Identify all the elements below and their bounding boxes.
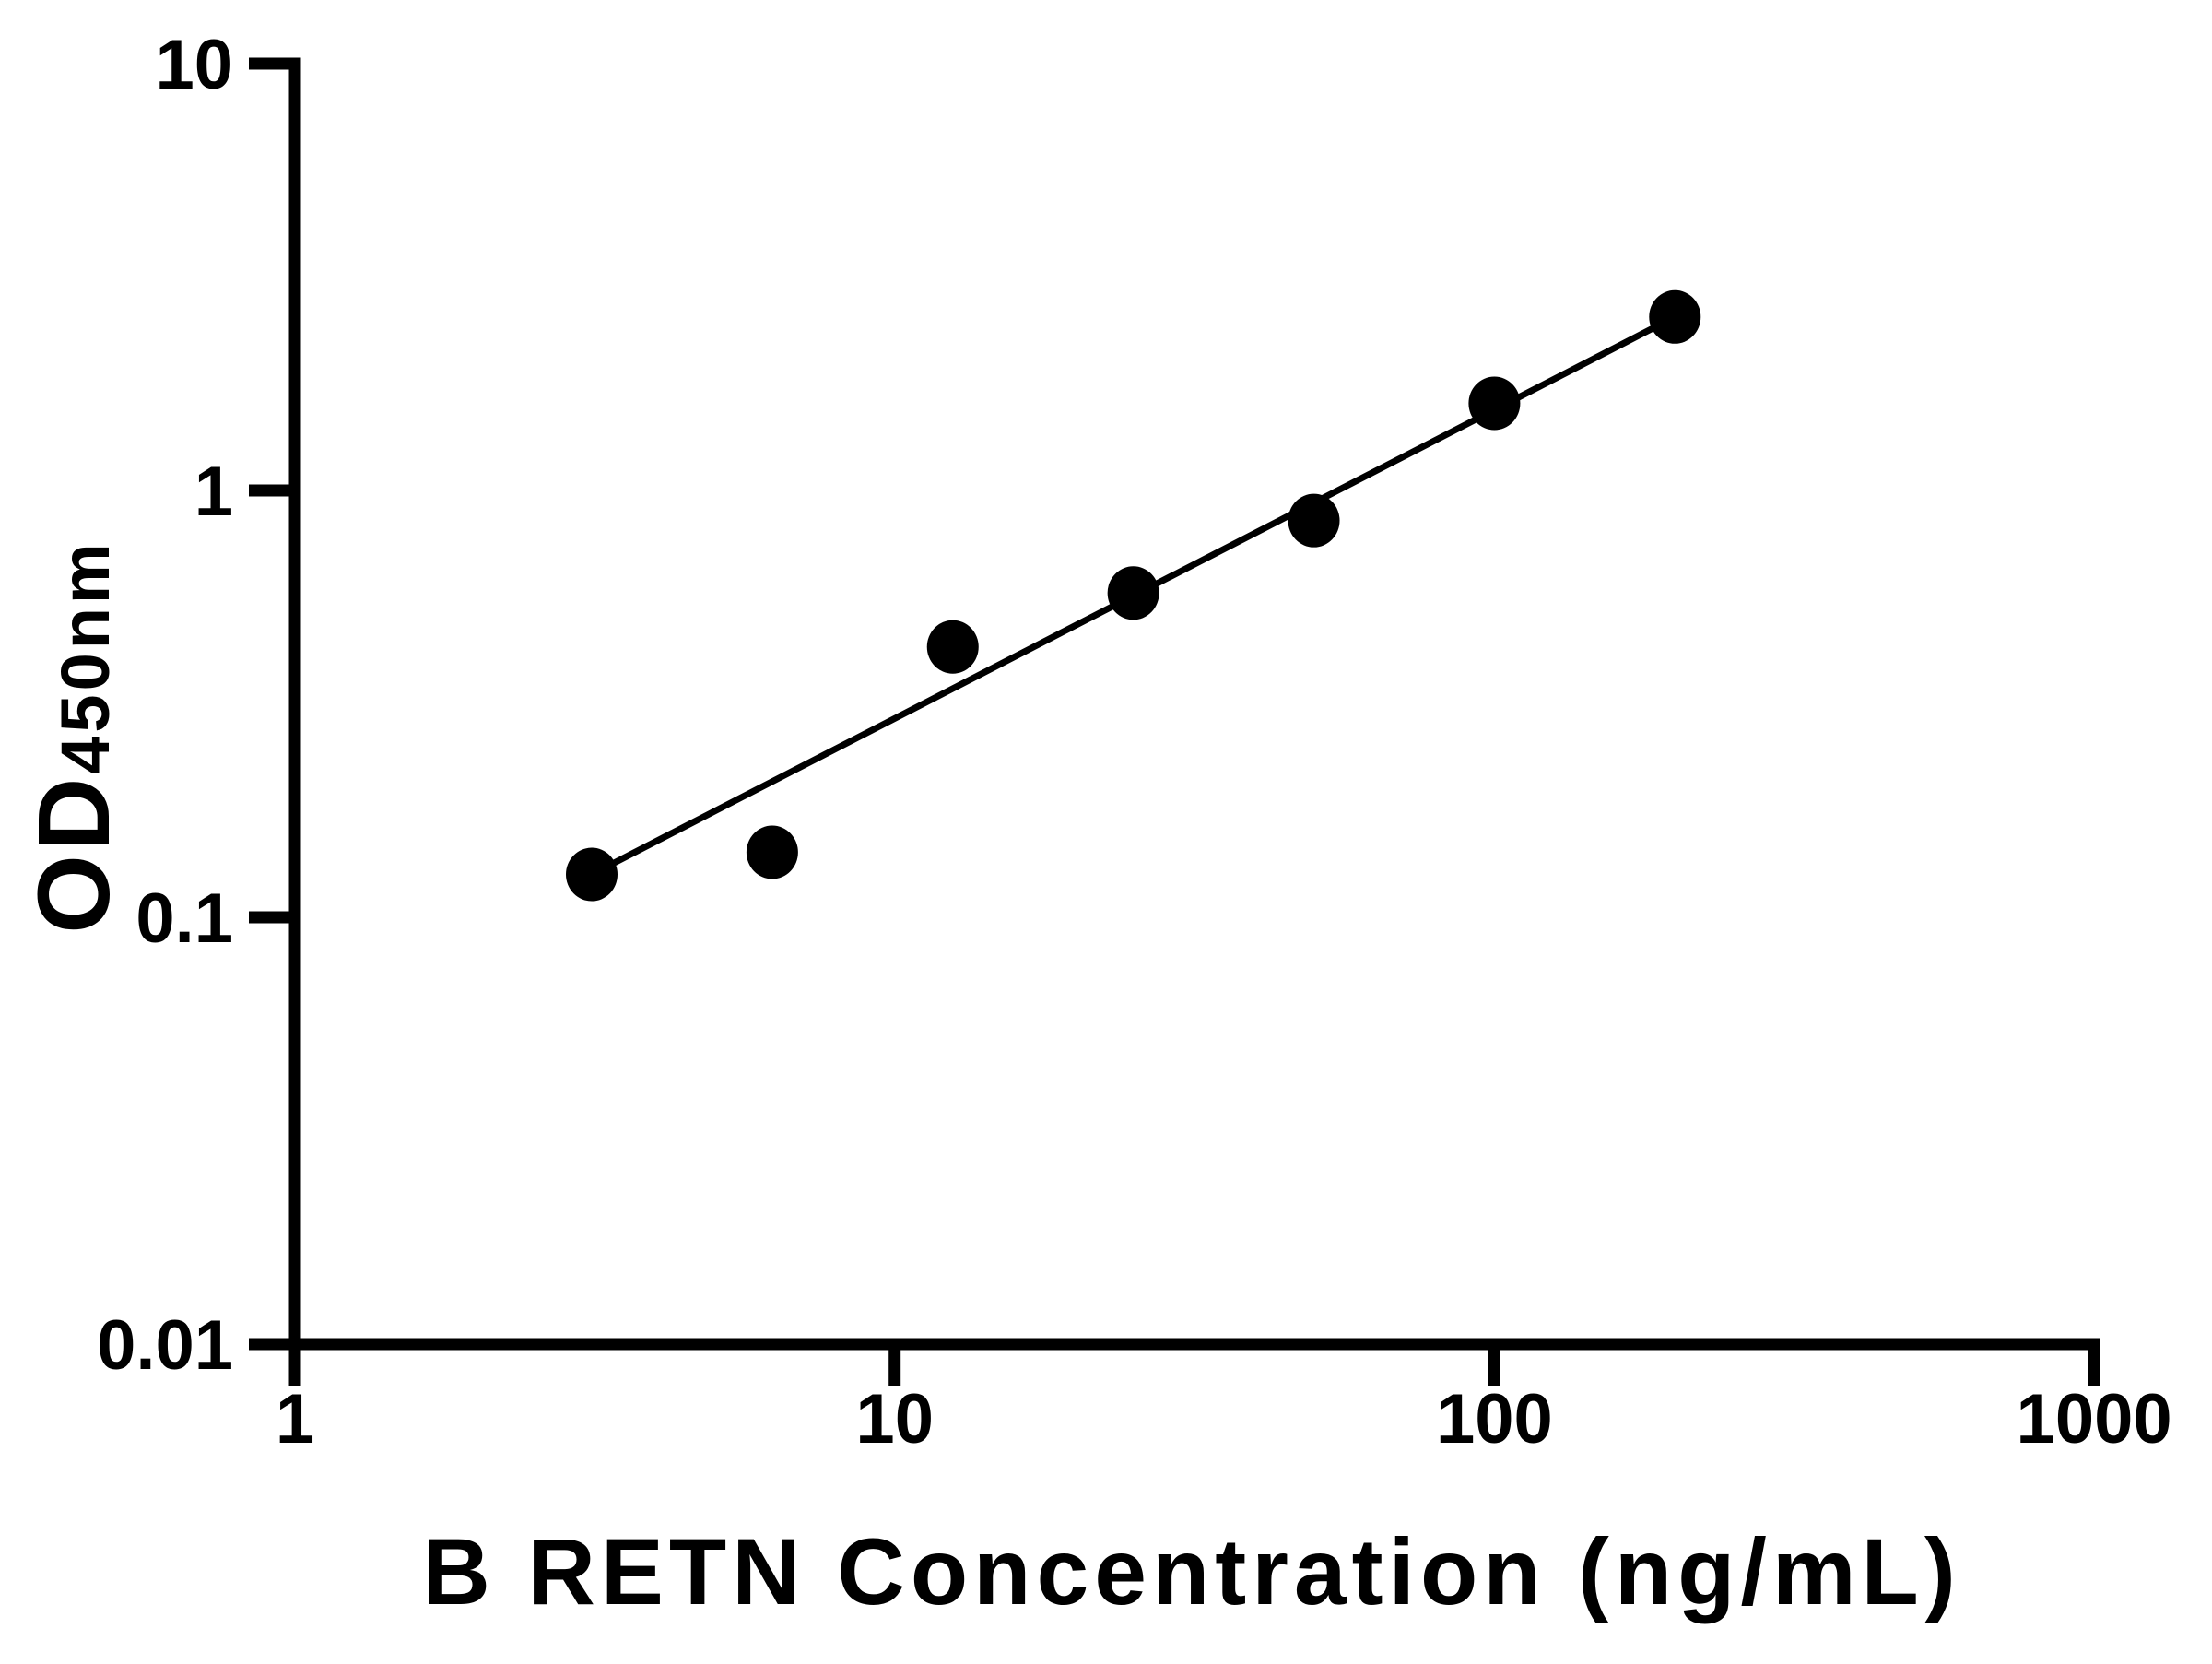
x-tick-label: 100 <box>1436 1380 1553 1458</box>
y-axis-title: OD450nm <box>18 539 131 933</box>
x-axis-title: B RETN Concentration (ng/mL) <box>422 1519 1961 1624</box>
data-point <box>565 847 618 902</box>
data-point <box>1288 493 1340 548</box>
data-point <box>1649 289 1701 344</box>
tick-labels-group: 10 1 0.1 0.01 1 10 100 1000 <box>97 26 2172 1458</box>
y-axis-title-main: OD <box>18 774 131 934</box>
y-axis-title-subscript: 450nm <box>47 539 124 773</box>
data-point <box>926 620 979 674</box>
data-point <box>1468 376 1521 431</box>
data-points-group <box>565 289 1701 902</box>
y-tick-label: 1 <box>194 453 233 531</box>
x-tick-label: 1000 <box>2017 1380 2172 1458</box>
y-tick-label: 0.01 <box>97 1306 233 1385</box>
y-tick-label: 0.1 <box>135 879 233 958</box>
data-point <box>746 825 798 879</box>
x-tick-label: 10 <box>855 1380 934 1458</box>
axes-group <box>249 57 2100 1386</box>
data-point <box>1107 566 1159 620</box>
y-tick-label: 10 <box>155 26 233 104</box>
x-tick-label: 1 <box>276 1380 314 1458</box>
